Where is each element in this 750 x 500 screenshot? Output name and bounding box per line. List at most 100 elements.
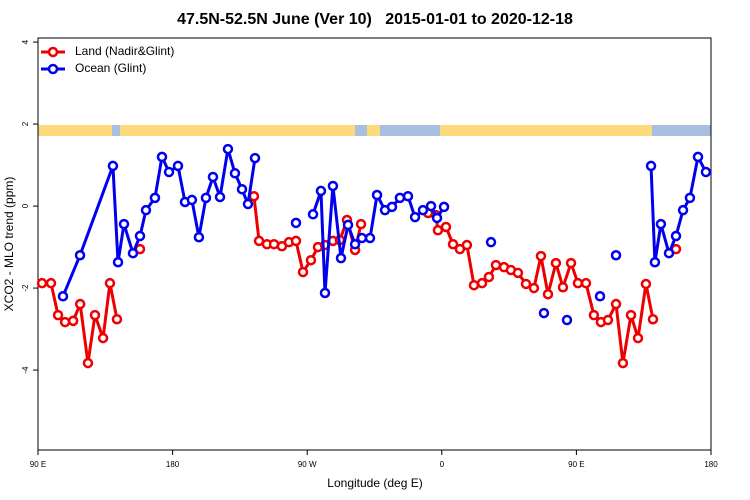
data-point: [356, 232, 368, 244]
data-point: [610, 250, 622, 261]
data-point: [684, 192, 696, 204]
data-point: [610, 298, 622, 310]
chart-title: 47.5N-52.5N June (Ver 10) 2015-01-01 to …: [177, 11, 573, 28]
data-point: [485, 236, 497, 248]
data-point: [542, 288, 554, 300]
data-point: [140, 204, 152, 216]
data-point: [118, 218, 130, 230]
data-point: [557, 281, 569, 293]
data-point: [476, 277, 488, 289]
data-point: [134, 230, 146, 242]
data-point: [149, 192, 161, 204]
data-point: [394, 192, 406, 204]
x-tick-label: 90 E: [30, 460, 46, 469]
ocean-strip: [652, 125, 711, 136]
data-point: [222, 143, 234, 155]
data-point: [402, 190, 414, 202]
data-point: [645, 160, 657, 172]
x-tick-label: 180: [704, 460, 718, 469]
data-point: [655, 218, 667, 230]
data-point: [248, 190, 260, 202]
data-point: [438, 201, 450, 213]
data-point: [594, 291, 606, 302]
legend-marker: [47, 63, 59, 75]
data-point: [229, 168, 241, 179]
data-point: [307, 209, 319, 220]
data-point: [342, 219, 354, 231]
data-point: [677, 204, 689, 216]
data-point: [371, 189, 383, 201]
data-point: [692, 151, 704, 163]
x-tick-label: 90 W: [298, 460, 317, 469]
data-point: [561, 314, 573, 326]
data-point: [364, 232, 376, 244]
ocean-strip: [355, 125, 367, 136]
y-tick-label: 4: [21, 39, 30, 44]
data-point: [156, 151, 168, 163]
data-point: [89, 309, 101, 321]
y-tick-label: -4: [21, 366, 30, 374]
data-point: [319, 287, 331, 299]
data-point: [432, 225, 444, 236]
data-point: [447, 238, 459, 250]
data-point: [57, 291, 69, 302]
data-point: [431, 212, 443, 224]
data-point: [82, 357, 94, 369]
data-point: [490, 259, 502, 271]
data-point: [700, 166, 712, 178]
data-point: [417, 204, 429, 216]
x-axis-label: Longitude (deg E): [327, 476, 422, 490]
data-point: [550, 257, 562, 269]
legend-marker: [47, 46, 59, 58]
x-tick-label: 180: [166, 460, 180, 469]
data-point: [327, 180, 339, 192]
data-point: [565, 257, 577, 269]
data-point: [538, 307, 550, 319]
data-point: [461, 239, 473, 251]
legend-label: Ocean (Glint): [75, 61, 146, 75]
data-point: [172, 160, 184, 172]
data-point: [290, 235, 302, 247]
series-line: [61, 147, 708, 297]
data-point: [163, 166, 175, 178]
data-point: [315, 185, 327, 197]
data-point: [386, 201, 398, 213]
data-point: [112, 256, 124, 268]
data-point: [425, 200, 437, 212]
data-point: [617, 357, 629, 369]
data-point: [663, 247, 675, 259]
land-strip: [38, 125, 711, 136]
data-point: [236, 184, 248, 195]
data-point: [625, 309, 637, 321]
data-point: [193, 231, 205, 243]
data-point: [104, 277, 116, 289]
data-point: [107, 160, 119, 172]
data-point: [512, 267, 524, 279]
data-point: [297, 266, 309, 278]
data-point: [214, 191, 226, 203]
data-point: [580, 277, 592, 289]
x-tick-label: 0: [440, 460, 445, 469]
data-point: [305, 254, 317, 266]
data-point: [45, 277, 57, 289]
data-point: [186, 194, 198, 206]
data-point: [111, 313, 123, 325]
plot-frame: [37, 37, 712, 451]
data-point: [349, 238, 361, 250]
data-point: [588, 309, 600, 321]
data-point: [647, 313, 659, 325]
data-point: [97, 332, 109, 344]
data-point: [67, 315, 79, 327]
data-point: [640, 278, 652, 290]
y-axis-label: XCO2 - MLO trend (ppm): [2, 177, 16, 312]
data-point: [52, 309, 64, 321]
data-point: [649, 256, 661, 268]
data-point: [483, 271, 495, 283]
data-point: [468, 279, 480, 291]
data-point: [520, 278, 532, 290]
data-point: [440, 221, 452, 233]
data-point: [355, 218, 367, 230]
y-tick-label: -2: [21, 284, 30, 292]
y-tick-label: 0: [21, 203, 30, 208]
